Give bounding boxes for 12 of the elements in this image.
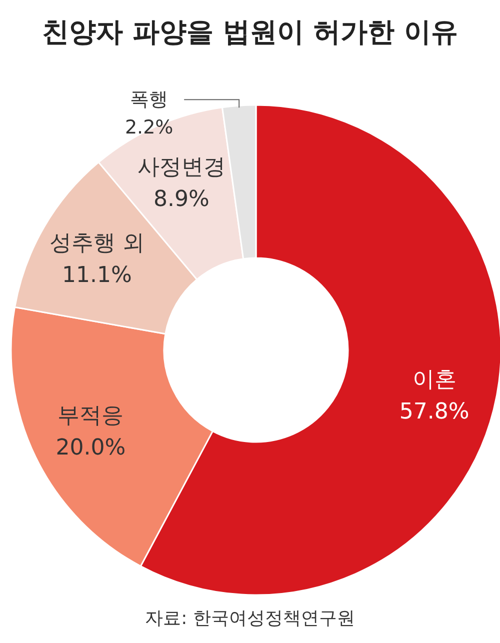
data-label: 57.8% (399, 400, 470, 425)
data-label: 8.9% (153, 187, 210, 212)
data-label: 11.1% (62, 262, 132, 288)
slice-label: 폭행 (130, 88, 168, 111)
data-label: 20.0% (56, 435, 126, 460)
data-label: 2.2% (124, 116, 174, 139)
slice-label: 사정변경 (137, 155, 226, 180)
text: 자료: 한국여성정책연구원 (144, 607, 356, 630)
slice-label: 성추행 외 (49, 230, 144, 256)
slice-label: 부적응 (58, 403, 124, 428)
chart-title: 친양자 파양을 법원이 허가한 이유 (41, 16, 459, 50)
slice-label: 이혼 (412, 368, 456, 393)
